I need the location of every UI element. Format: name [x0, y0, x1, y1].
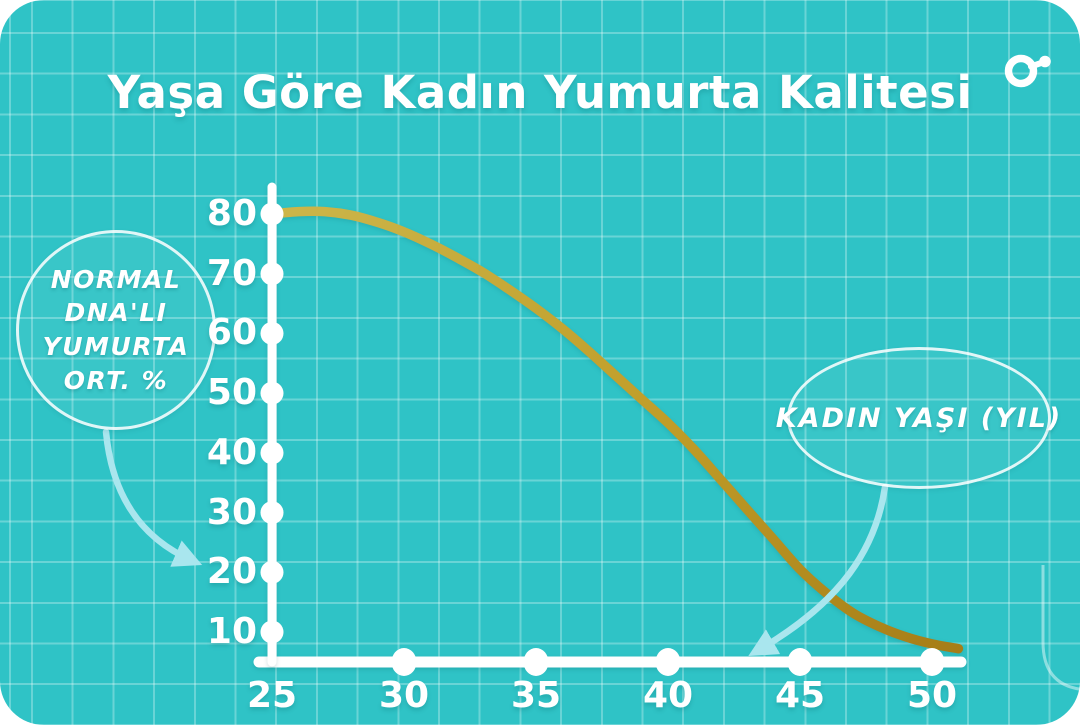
y-tick-label-50: 50	[206, 372, 257, 414]
y-callout-line: DNA'LI	[64, 298, 168, 328]
chart-title: Yaşa Göre Kadın Yumurta Kalitesi	[107, 66, 973, 119]
y-tick-dot-10	[260, 620, 284, 644]
x-tick-dot-50	[919, 648, 945, 676]
y-tick-label-20: 20	[206, 551, 257, 593]
y-callout-line: YUMURTA	[42, 332, 190, 361]
y-tick-label-40: 40	[206, 431, 257, 473]
y-tick-label-10: 10	[206, 611, 257, 652]
y-callout-line: NORMAL	[50, 264, 182, 294]
y-tick-dot-20	[260, 560, 284, 584]
x-tick-label-25: 25	[246, 675, 298, 716]
x-tick-label-35: 35	[510, 675, 562, 716]
x-tick-label-50: 50	[906, 675, 958, 716]
y-axis-callout: NORMAL DNA'LI YUMURTA ORT. %	[16, 230, 216, 430]
x-tick-label-45: 45	[774, 675, 826, 716]
x-tick-dot-30	[391, 648, 417, 676]
x-callout-label: KADIN YAŞI (YIL)	[775, 402, 1063, 434]
y-tick-dot-80	[260, 202, 284, 226]
x-tick-dot-35	[523, 648, 549, 676]
y-tick-dot-30	[260, 501, 284, 525]
axis-tick-dots	[260, 202, 945, 676]
x-callout-arrow	[748, 483, 889, 657]
corner-glare-line	[1041, 565, 1080, 691]
y-tick-dot-50	[260, 381, 284, 405]
y-tick-dot-70	[260, 262, 284, 286]
x-axis-callout: KADIN YAŞI (YIL)	[776, 347, 1060, 489]
x-tick-label-40: 40	[642, 675, 694, 716]
x-tick-dot-45	[787, 648, 813, 676]
y-tick-dot-40	[260, 441, 284, 465]
y-tick-label-60: 60	[206, 312, 257, 354]
y-tick-label-70: 70	[206, 252, 257, 294]
y-tick-label-80: 80	[206, 193, 257, 234]
y-callout-arrow	[102, 428, 203, 567]
y-tick-dot-60	[260, 321, 284, 345]
y-callout-line: ORT. %	[63, 365, 169, 395]
x-tick-label-30: 30	[378, 675, 430, 716]
egg-quality-curve	[267, 206, 964, 654]
fertility-logo-icon	[1004, 54, 1051, 88]
x-tick-dot-40	[655, 648, 681, 676]
y-tick-label-30: 30	[206, 491, 257, 533]
